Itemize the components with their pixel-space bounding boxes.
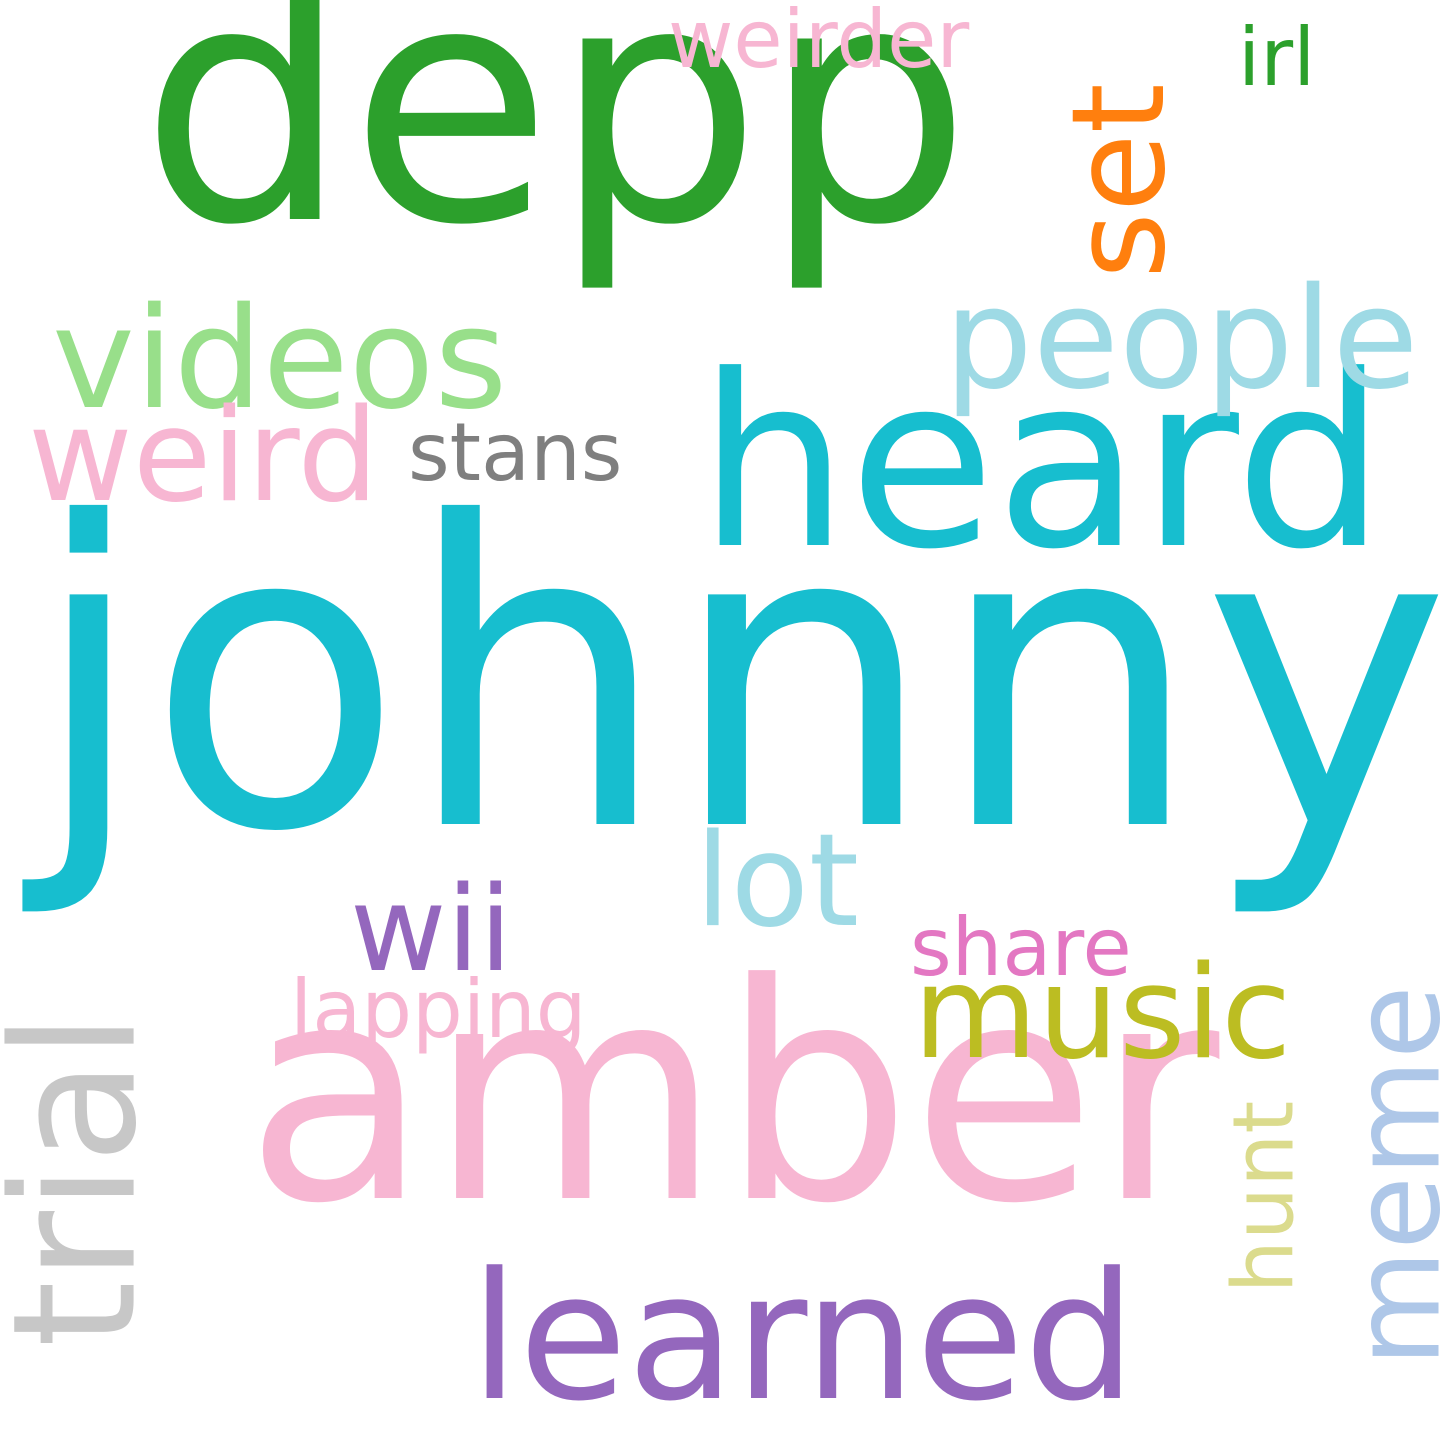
word-johnny: johnny [30,435,1440,924]
word-people: people [944,258,1419,421]
word-heard: heard [698,325,1386,602]
word-music: music [913,939,1292,1088]
word-irl: irl [1238,11,1316,104]
word-weirder: weirder [668,0,970,86]
word-learned: learned [470,1235,1136,1440]
word-amber: amber [245,920,1220,1269]
word-set: set [1044,83,1194,279]
word-depp: depp [140,0,972,297]
word-videos: videos [52,278,508,441]
word-stans: stans [408,406,623,499]
word-weird: weird [28,382,379,531]
word-lot: lot [695,807,860,956]
word-meme: meme [1328,985,1440,1367]
word-lapping: lapping [290,963,587,1056]
word-hunt: hunt [1214,1100,1313,1294]
word-wii: wii [350,860,513,998]
word-share: share [910,901,1132,994]
word-trial: trial [0,1012,175,1348]
